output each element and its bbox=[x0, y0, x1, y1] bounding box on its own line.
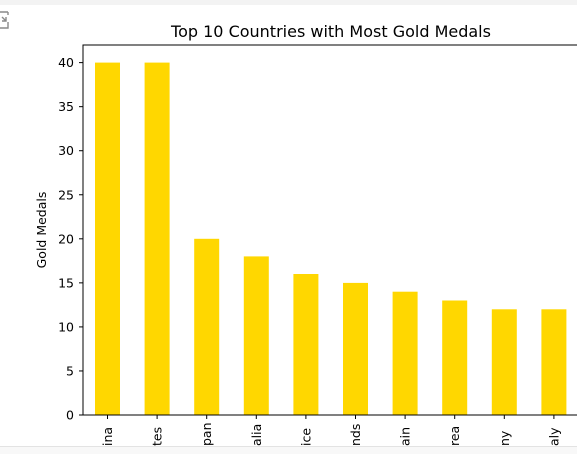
y-tick-label: 35 bbox=[58, 99, 74, 114]
x-tick-label: pan bbox=[199, 422, 214, 446]
notebook-top-bar bbox=[0, 0, 577, 5]
x-tick-label: tes bbox=[150, 427, 165, 446]
notebook-bottom-bar bbox=[0, 446, 577, 454]
x-axis-ticks: ina tes pan alia ice nds ain rea ny aly bbox=[100, 415, 561, 446]
bar-alia bbox=[243, 256, 269, 415]
y-tick-label: 15 bbox=[58, 275, 74, 290]
bar-aly bbox=[541, 309, 567, 415]
y-axis-label: Gold Medals bbox=[34, 192, 49, 269]
y-tick-label: 0 bbox=[66, 408, 74, 423]
bar-pan bbox=[194, 238, 220, 415]
chart-title: Top 10 Countries with Most Gold Medals bbox=[170, 22, 491, 41]
x-tick-label: alia bbox=[249, 424, 264, 446]
bar-ain bbox=[392, 291, 418, 415]
plot-frame bbox=[82, 44, 577, 416]
bar-ny bbox=[491, 309, 517, 415]
y-axis-ticks: 0 5 10 15 20 25 30 35 40 bbox=[58, 55, 83, 423]
bar-nds bbox=[343, 282, 368, 415]
x-tick-label: ny bbox=[497, 430, 512, 446]
y-tick-label: 40 bbox=[58, 55, 74, 70]
bar-ice bbox=[293, 274, 319, 415]
x-tick-label: rea bbox=[447, 426, 462, 446]
y-tick-label: 10 bbox=[58, 319, 74, 334]
x-tick-label: aly bbox=[546, 427, 561, 446]
bar-ina bbox=[95, 62, 120, 415]
bar-tes bbox=[144, 62, 170, 415]
x-tick-label: ain bbox=[398, 427, 413, 446]
expand-output-icon[interactable] bbox=[0, 9, 12, 31]
bar-rea bbox=[442, 300, 468, 415]
y-tick-label: 20 bbox=[58, 231, 74, 246]
x-tick-label: ice bbox=[298, 428, 313, 446]
y-tick-label: 30 bbox=[58, 143, 74, 158]
y-tick-label: 5 bbox=[66, 363, 74, 378]
bars-group bbox=[95, 62, 567, 415]
x-tick-label: nds bbox=[348, 424, 363, 446]
y-tick-label: 25 bbox=[58, 187, 74, 202]
x-tick-label: ina bbox=[100, 427, 115, 446]
